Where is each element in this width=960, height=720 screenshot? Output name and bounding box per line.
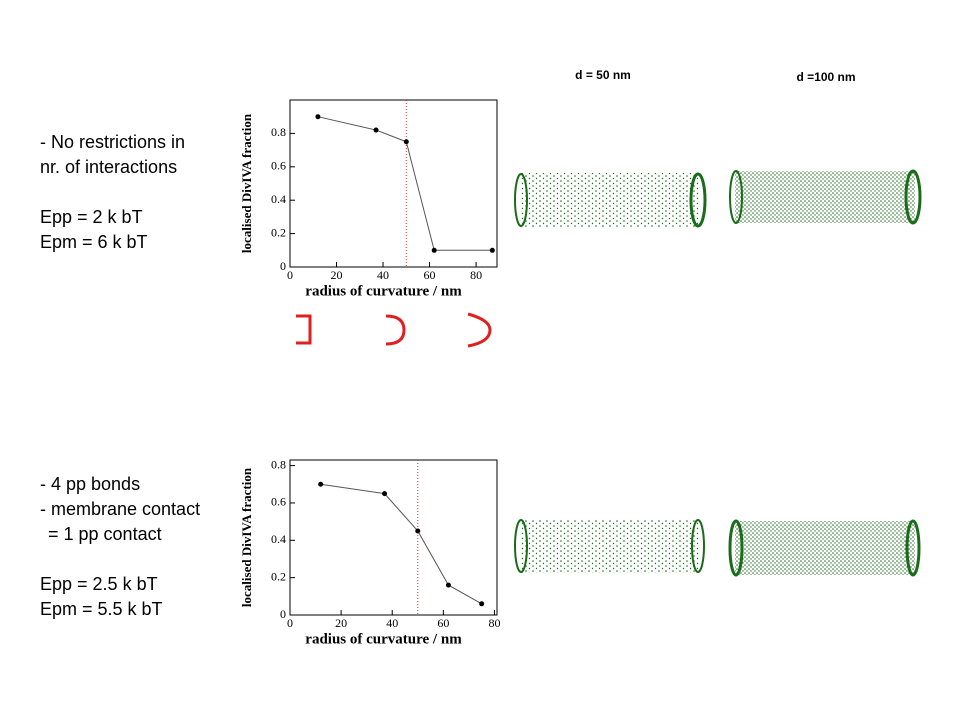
x-tick-label: 80 xyxy=(470,268,482,282)
cylinder xyxy=(514,172,707,228)
cylinder xyxy=(729,169,922,225)
x-axis-label: radius of curvature / nm xyxy=(305,283,462,299)
y-tick-label: 0.6 xyxy=(271,159,286,173)
x-tick-label: 60 xyxy=(437,616,449,630)
x-axis-label: radius of curvature / nm xyxy=(305,631,462,647)
y-tick-label: 0.4 xyxy=(271,192,286,206)
data-point xyxy=(318,481,324,487)
y-tick-label: 0.6 xyxy=(271,495,286,509)
plot-frame xyxy=(289,99,498,268)
cylinder xyxy=(728,519,921,577)
text-line: nr. of interactions xyxy=(40,157,177,177)
y-tick-label: 0 xyxy=(280,259,286,273)
y-tick-label: 0.8 xyxy=(271,457,286,471)
y-tick-label: 0 xyxy=(280,607,286,621)
y-tick-label: 0.2 xyxy=(271,569,286,583)
text-line: Epm = 6 k bT xyxy=(40,232,148,252)
y-tick-label: 0.8 xyxy=(271,125,286,139)
x-tick-label: 0 xyxy=(287,616,293,630)
text-line: Epp = 2.5 k bT xyxy=(40,574,158,594)
data-point xyxy=(382,491,388,497)
y-axis-label: localised DivIVA fraction xyxy=(239,113,254,253)
data-point xyxy=(315,114,321,120)
curvature-icons xyxy=(296,312,492,348)
text-line: - 4 pp bonds xyxy=(40,474,140,494)
data-point xyxy=(403,139,409,145)
data-line xyxy=(320,483,482,605)
data-point xyxy=(415,528,421,534)
y-tick-label: 0.2 xyxy=(271,225,286,239)
x-tick-label: 20 xyxy=(335,616,347,630)
y-axis-label: localised DivIVA fraction xyxy=(239,467,254,607)
x-tick-label: 40 xyxy=(377,268,389,282)
column-label: d = 50 nm xyxy=(575,68,631,82)
x-tick-label: 80 xyxy=(488,616,500,630)
data-point xyxy=(445,582,451,588)
column-label: d =100 nm xyxy=(796,70,855,84)
x-tick-label: 0 xyxy=(287,268,293,282)
text-line: Epp = 2 k bT xyxy=(40,207,143,227)
x-tick-label: 60 xyxy=(424,268,436,282)
text-line: - membrane contact xyxy=(40,499,200,519)
y-tick-label: 0.4 xyxy=(271,532,286,546)
text-line: = 1 pp contact xyxy=(48,524,162,544)
x-tick-label: 40 xyxy=(386,616,398,630)
cylinder xyxy=(514,519,705,573)
data-point xyxy=(373,127,379,133)
data-point xyxy=(489,247,495,253)
data-line xyxy=(317,116,493,251)
plot-frame xyxy=(289,459,498,616)
text-line: Epm = 5.5 k bT xyxy=(40,599,163,619)
x-tick-label: 20 xyxy=(331,268,343,282)
data-point xyxy=(431,247,437,253)
text-line: - No restrictions in xyxy=(40,132,185,152)
data-point xyxy=(479,601,485,607)
